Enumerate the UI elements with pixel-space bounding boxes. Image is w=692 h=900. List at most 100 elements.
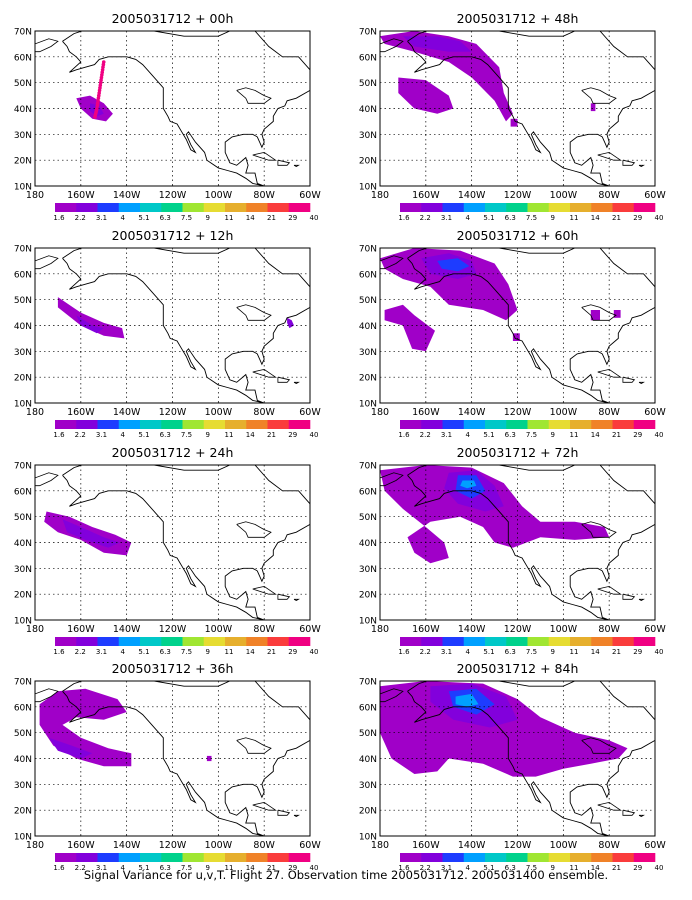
colorbar-swatch	[400, 853, 422, 862]
y-tick-label: 40N	[14, 755, 32, 765]
colorbar-swatch	[591, 203, 613, 212]
coastline	[62, 465, 310, 620]
panel-7: 2005031712 + 84h 10N 20N 30N 40N 50N 60N 70N 180…	[359, 661, 667, 872]
colorbar-label: 11	[570, 648, 579, 656]
colorbar-label: 7.5	[181, 864, 192, 872]
great-lakes	[581, 521, 617, 538]
colorbar-swatch	[203, 637, 226, 646]
colorbar-swatch	[288, 853, 311, 862]
y-tick-label: 50N	[14, 79, 32, 89]
panel-title: 2005031712 + 84h	[457, 661, 579, 676]
x-tick-label: 140W	[458, 407, 486, 418]
y-tick-label: 40N	[14, 539, 32, 549]
x-tick-label: 60W	[644, 624, 666, 635]
x-tick-label: 80W	[598, 840, 620, 851]
great-lakes	[236, 521, 272, 538]
y-tick-label: 20N	[359, 374, 377, 384]
y-tick-label: 70N	[14, 462, 32, 472]
colorbar-label: 40	[310, 864, 319, 872]
colorbar-swatch	[246, 203, 268, 212]
island	[638, 598, 645, 602]
colorbar-label: 9	[551, 214, 555, 222]
colorbar-label: 6.3	[505, 214, 516, 222]
colorbar-label: 3.1	[441, 214, 452, 222]
y-tick-label: 70N	[359, 678, 377, 688]
colorbar-swatch	[267, 853, 290, 862]
variance-region-3	[460, 480, 477, 489]
colorbar-swatch	[506, 853, 528, 862]
colorbar-swatch	[570, 203, 592, 212]
colorbar-label: 4	[121, 214, 126, 222]
colorbar-label: 5.1	[483, 214, 494, 222]
great-lakes	[236, 87, 272, 104]
colorbar-swatch	[97, 203, 120, 212]
colorbar-swatch	[246, 637, 268, 646]
y-tick-label: 50N	[14, 296, 32, 306]
y-tick-label: 30N	[14, 348, 32, 358]
x-tick-label: 180	[26, 407, 44, 418]
colorbar-swatch	[76, 637, 98, 646]
x-tick-label: 100W	[205, 624, 233, 635]
colorbar-label: 4	[466, 648, 471, 656]
colorbar-label: 40	[655, 214, 664, 222]
colorbar-label: 3.1	[441, 431, 452, 439]
colorbar-label: 9	[551, 431, 555, 439]
colorbar-label: 40	[655, 648, 664, 656]
y-tick-label: 70N	[359, 28, 377, 38]
variance-region-0	[380, 681, 628, 777]
island	[597, 801, 622, 811]
colorbar-label: 14	[591, 864, 600, 872]
colorbar-label: 29	[633, 648, 642, 656]
colorbar-swatch	[463, 420, 486, 429]
colorbar-label: 4	[466, 864, 471, 872]
x-tick-label: 160W	[412, 840, 440, 851]
x-tick-label: 80W	[598, 624, 620, 635]
panel-title: 2005031712 + 36h	[112, 661, 234, 676]
variance-region-4	[590, 103, 596, 112]
panel-frame	[34, 464, 311, 621]
colorbar-swatch	[421, 420, 443, 429]
colorbar-label: 6.3	[160, 864, 171, 872]
colorbar-swatch	[442, 203, 465, 212]
colorbar-swatch	[421, 853, 443, 862]
colorbar-label: 40	[310, 214, 319, 222]
colorbar-swatch	[97, 420, 120, 429]
colorbar-swatch	[506, 637, 528, 646]
panel-3: 2005031712 + 36h 10N 20N 30N 40N 50N 60N 70N 180…	[14, 661, 322, 872]
colorbar-label: 11	[225, 214, 234, 222]
colorbar-label: 29	[633, 864, 642, 872]
colorbar-swatch	[225, 853, 247, 862]
colorbar-label: 29	[288, 648, 297, 656]
colorbar-swatch	[225, 203, 247, 212]
island	[638, 814, 645, 818]
x-tick-label: 140W	[458, 190, 486, 201]
y-tick-label: 70N	[14, 245, 32, 255]
variance-region-1	[76, 315, 104, 334]
x-tick-label: 120W	[504, 624, 532, 635]
x-tick-label: 140W	[458, 624, 486, 635]
x-tick-label: 140W	[113, 840, 141, 851]
colorbar-label: 11	[570, 864, 579, 872]
colorbar-swatch	[140, 853, 162, 862]
x-tick-label: 160W	[67, 624, 95, 635]
colorbar-swatch	[140, 420, 162, 429]
x-tick-label: 180	[371, 407, 389, 418]
y-tick-label: 40N	[359, 539, 377, 549]
variance-region-2	[206, 755, 212, 762]
panel-title: 2005031712 + 60h	[457, 228, 579, 243]
panel-6: 2005031712 + 72h 10N 20N 30N 40N 50N 60N 70N 180…	[359, 445, 667, 656]
x-tick-label: 160W	[67, 840, 95, 851]
y-tick-label: 50N	[359, 79, 377, 89]
x-tick-label: 60W	[644, 840, 666, 851]
colorbar-label: 1.6	[398, 431, 410, 439]
colorbar-label: 21	[612, 214, 621, 222]
island	[277, 376, 291, 383]
panel-2: 2005031712 + 24h 10N 20N 30N 40N 50N 60N 70N 180…	[14, 445, 322, 656]
colorbar-swatch	[570, 853, 592, 862]
variance-region-0	[57, 297, 125, 339]
x-tick-label: 80W	[598, 407, 620, 418]
colorbar-label: 4	[121, 648, 126, 656]
y-tick-label: 20N	[359, 157, 377, 167]
colorbar-swatch	[182, 853, 205, 862]
panel-frame	[34, 30, 311, 187]
